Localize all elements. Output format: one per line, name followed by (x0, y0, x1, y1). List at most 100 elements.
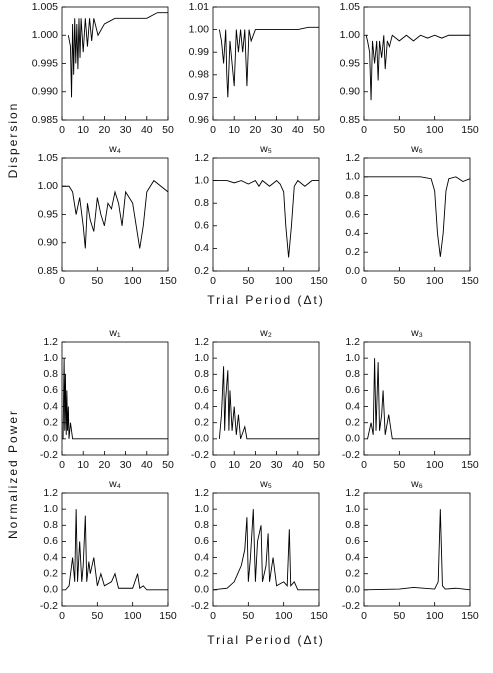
y-tick-label: 0.97 (189, 91, 210, 103)
panel-title: w₆ (410, 143, 423, 155)
y-tick-label: 1.000 (32, 29, 58, 41)
y-tick-label: 0.2 (194, 265, 209, 277)
y-tick-label: 0.2 (345, 567, 360, 579)
y-tick-label: 0.4 (194, 400, 209, 412)
x-tick-label: 50 (393, 610, 405, 622)
panel-title: w₅ (259, 478, 272, 490)
y-tick-label: 0.8 (194, 519, 209, 531)
y-tick-label: 0.2 (194, 416, 209, 428)
x-tick-label: 40 (292, 459, 304, 471)
y-tick-label: 0.8 (43, 368, 58, 380)
x-tick-label: 50 (393, 459, 405, 471)
y-tick-label: 0.8 (345, 368, 360, 380)
y-tick-label: 0.0 (43, 584, 58, 596)
x-tick-label: 0 (210, 610, 216, 622)
x-tick-label: 30 (120, 124, 132, 136)
y-tick-label: 0.2 (43, 416, 58, 428)
y-tick-label: 0.8 (194, 197, 209, 209)
x-tick-label: 10 (77, 459, 89, 471)
y-tick-label: 1.2 (345, 152, 360, 164)
y-tick-label: 1.2 (194, 336, 209, 348)
x-tick-label: 100 (426, 275, 444, 287)
x-tick-label: 10 (228, 459, 240, 471)
y-tick-label: 1.0 (345, 352, 360, 364)
x-tick-label: 40 (141, 459, 153, 471)
data-line (218, 366, 319, 440)
plot-frame (212, 157, 320, 272)
x-tick-label: 150 (159, 610, 177, 622)
y-tick-label: 1.005 (32, 1, 58, 13)
y-axis-title: Normalized Power (6, 409, 20, 539)
y-tick-label: 0.0 (345, 584, 360, 596)
y-tick-label: 1.2 (345, 336, 360, 348)
x-tick-label: 150 (461, 124, 479, 136)
x-tick-label: 50 (313, 459, 325, 471)
panel-title: w₃ (410, 327, 423, 339)
y-tick-label: 0.85 (340, 114, 361, 126)
y-tick-label: 1.0 (43, 503, 58, 515)
x-tick-label: 150 (461, 275, 479, 287)
y-axis-title: Dispersion (6, 102, 20, 179)
panel-title: w₄ (108, 478, 121, 490)
data-line (212, 509, 319, 591)
y-tick-label: -0.2 (40, 449, 58, 461)
y-tick-label: 1.05 (340, 1, 361, 13)
x-tick-label: 30 (271, 459, 283, 471)
x-tick-label: 50 (313, 124, 325, 136)
y-tick-label: 0.90 (340, 86, 361, 98)
x-tick-label: 20 (250, 459, 262, 471)
y-tick-label: 1.0 (194, 352, 209, 364)
x-tick-label: 150 (461, 610, 479, 622)
data-line (363, 509, 471, 591)
y-tick-label: 0.4 (194, 242, 209, 254)
x-tick-label: 0 (210, 459, 216, 471)
data-line (367, 358, 470, 440)
y-tick-label: 1.2 (43, 336, 58, 348)
x-tick-label: 100 (426, 124, 444, 136)
x-tick-label: 50 (162, 459, 174, 471)
data-line (62, 179, 169, 249)
y-tick-label: 0.8 (345, 519, 360, 531)
panel-title: w₆ (410, 478, 423, 490)
x-tick-label: 50 (91, 275, 103, 287)
y-tick-label: 0.4 (345, 400, 360, 412)
x-tick-label: 0 (59, 275, 65, 287)
y-tick-label: 0.6 (194, 384, 209, 396)
y-tick-label: 0.85 (38, 265, 59, 277)
panel-title: w₁ (108, 327, 121, 339)
y-tick-label: -0.2 (40, 600, 58, 612)
y-tick-label: 0.2 (194, 567, 209, 579)
x-tick-label: 0 (59, 124, 65, 136)
x-tick-label: 100 (124, 610, 142, 622)
plot-frame (212, 341, 320, 456)
x-tick-label: 0 (210, 124, 216, 136)
y-tick-label: 0.0 (194, 584, 209, 596)
y-tick-label: 1.0 (194, 503, 209, 515)
x-tick-label: 150 (310, 275, 328, 287)
x-tick-label: 100 (275, 610, 293, 622)
x-tick-label: 0 (361, 610, 367, 622)
y-tick-label: -0.2 (342, 449, 360, 461)
y-tick-label: 1.2 (345, 487, 360, 499)
x-tick-label: 50 (393, 124, 405, 136)
x-tick-label: 10 (228, 124, 240, 136)
data-line (213, 179, 319, 258)
x-tick-label: 0 (361, 275, 367, 287)
x-tick-label: 30 (271, 124, 283, 136)
x-tick-label: 20 (250, 124, 262, 136)
y-tick-label: 1.00 (189, 23, 210, 35)
data-line (364, 176, 471, 257)
plot-frame (61, 492, 169, 607)
y-tick-label: 0.2 (345, 246, 360, 258)
x-tick-label: 30 (120, 459, 132, 471)
x-tick-label: 50 (91, 610, 103, 622)
panel-title: w₂ (259, 327, 272, 339)
y-tick-label: 0.6 (194, 220, 209, 232)
y-tick-label: 0.95 (38, 208, 59, 220)
x-tick-label: 50 (393, 275, 405, 287)
y-tick-label: 0.99 (189, 46, 210, 58)
data-line (67, 12, 168, 98)
plot-frame (363, 6, 471, 121)
y-tick-label: 0.4 (43, 400, 58, 412)
y-tick-label: 0.2 (43, 567, 58, 579)
